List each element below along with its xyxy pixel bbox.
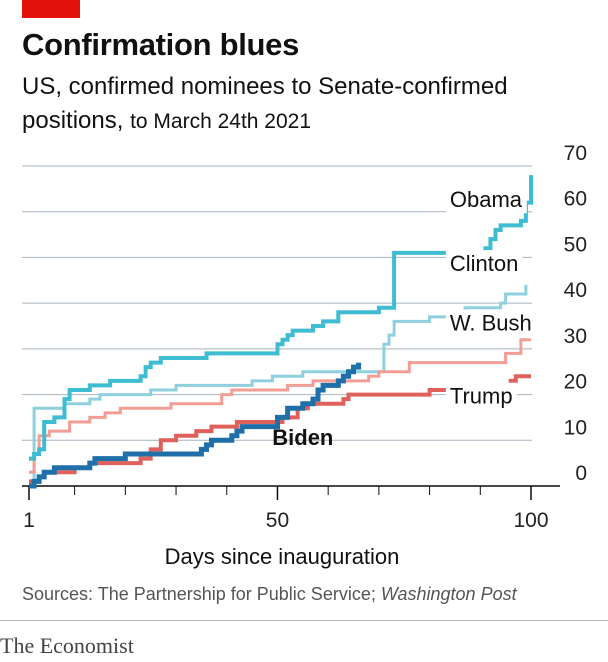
series-label: Biden [272, 425, 333, 450]
series-line-biden [29, 362, 362, 489]
y-tick-label: 70 [564, 142, 587, 165]
brand-red-bar [22, 0, 80, 18]
brand-logo: The Economist [0, 633, 134, 658]
y-tick-label: 40 [564, 279, 587, 302]
y-tick-label: 30 [564, 325, 587, 348]
series-label-background [445, 309, 536, 337]
series-label: W. Bush [450, 311, 532, 336]
y-tick-label: 10 [564, 416, 587, 439]
y-tick-label: 60 [564, 188, 587, 211]
y-tick-label: 20 [564, 371, 587, 394]
subtitle-date: to March 24th 2021 [130, 110, 312, 133]
y-tick-label: 0 [575, 462, 587, 485]
series-label-background [445, 382, 517, 410]
series-label: Trump [450, 384, 513, 409]
series-label-background [445, 250, 523, 278]
chart-subtitle: US, confirmed nominees to Senate-confirm… [22, 70, 582, 139]
footer-divider [0, 620, 608, 621]
source-publication: Washington Post [380, 584, 517, 604]
source-note: Sources: The Partnership for Public Serv… [22, 584, 517, 605]
chart-title: Confirmation blues [22, 27, 300, 62]
series-label: Obama [450, 187, 523, 212]
series-label-background [445, 186, 527, 214]
source-text: Sources: The Partnership for Public Serv… [22, 584, 381, 604]
subtitle-main: US, confirmed nominees to Senate-confirm… [22, 73, 508, 134]
x-tick-label: 50 [266, 509, 289, 532]
series-line-w-bush [29, 338, 531, 474]
series-line-obama [29, 175, 533, 461]
x-tick-label: 100 [513, 509, 548, 532]
y-tick-label: 50 [564, 233, 587, 256]
series-label: Clinton [450, 251, 518, 276]
x-tick-label: 1 [23, 509, 35, 532]
chart-plot: 0 10 20 30 40 50 60 70 1 50 100 Days since inaugura… [22, 142, 587, 569]
x-axis-label: Days since inauguration [165, 544, 400, 569]
